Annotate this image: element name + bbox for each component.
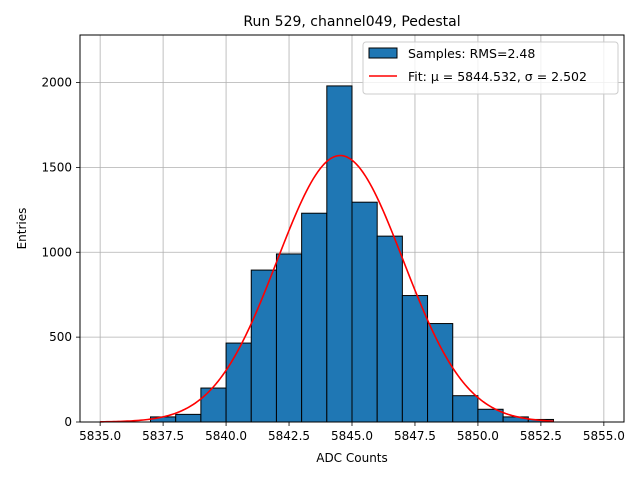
- x-tick-label: 5837.5: [142, 429, 184, 443]
- x-axis-label: ADC Counts: [316, 451, 388, 465]
- fit-curve: [100, 154, 554, 423]
- legend-swatch-histogram: [368, 47, 398, 59]
- histogram-bar: [452, 395, 479, 423]
- histogram-bar: [326, 85, 353, 423]
- x-tick-label: 5847.5: [394, 429, 436, 443]
- histogram-bar: [401, 295, 429, 423]
- y-tick-label: 1000: [41, 245, 72, 259]
- histogram-bar: [427, 323, 454, 423]
- histogram-bar: [376, 235, 403, 423]
- x-tick-label: 5855.0: [583, 429, 625, 443]
- x-tick-label: 5842.5: [268, 429, 310, 443]
- x-tick-label: 5845.0: [331, 429, 373, 443]
- axis-ticks: 5835.0 5837.5 5840.0 5842.5 5845.0 5847.5 5850…: [41, 76, 624, 443]
- y-tick-label: 0: [64, 415, 72, 429]
- histogram-bar: [275, 253, 303, 423]
- x-tick-label: 5852.5: [520, 429, 562, 443]
- x-tick-label: 5835.0: [79, 429, 121, 443]
- legend-box: [362, 41, 619, 95]
- histogram-bar: [175, 413, 202, 423]
- x-tick-label: 5850.0: [457, 429, 499, 443]
- chart-title: Run 529, channel049, Pedestal: [243, 14, 460, 30]
- fit-curve-group: [100, 154, 554, 423]
- y-tick-label: 2000: [41, 76, 72, 90]
- legend-label-histogram: Samples: RMS=2.48: [408, 46, 535, 61]
- legend-label-fit: Fit: μ = 5844.532, σ = 2.502: [408, 69, 587, 84]
- histogram-bar: [351, 201, 378, 423]
- histogram-bar: [225, 342, 252, 423]
- y-tick-label: 500: [49, 330, 72, 344]
- y-axis-label: Entries: [15, 208, 29, 250]
- x-tick-label: 5840.0: [205, 429, 247, 443]
- histogram-bar: [200, 387, 227, 423]
- histogram-bars: [150, 85, 554, 423]
- legend: Samples: RMS=2.48 Fit: μ = 5844.532, σ =…: [362, 41, 619, 95]
- y-tick-label: 1500: [41, 160, 72, 174]
- histogram-bar: [301, 212, 328, 423]
